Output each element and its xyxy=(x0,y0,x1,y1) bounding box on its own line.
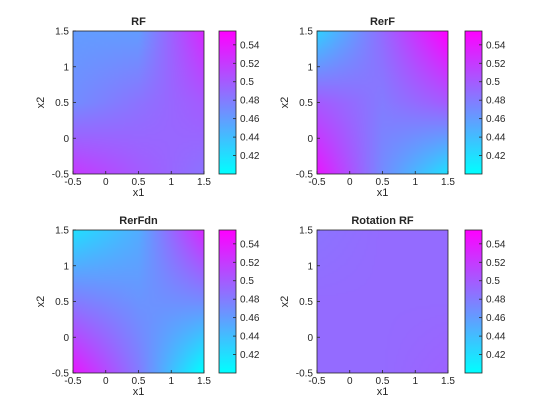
y-axis-label: x2 xyxy=(35,97,47,109)
colorbar xyxy=(465,230,482,373)
colorbar-tick-label: 0.48 xyxy=(486,295,506,306)
y-tick-label: 1 xyxy=(307,62,313,73)
subplot-title: RF xyxy=(131,16,146,28)
colorbar-tick-label: 0.5 xyxy=(240,276,254,287)
colorbar-tick-label: 0.46 xyxy=(240,313,260,324)
heatmap-surface xyxy=(317,230,448,373)
y-axis-label: x2 xyxy=(35,296,47,308)
colorbar-tick-label: 0.48 xyxy=(240,295,260,306)
y-tick-label: 1.5 xyxy=(55,226,69,237)
heatmap-surface xyxy=(73,230,204,373)
y-tick-label: 0 xyxy=(307,333,313,344)
colorbar-tick-label: 0.52 xyxy=(240,59,260,70)
colorbar-tick-label: 0.44 xyxy=(240,133,260,144)
x-axis-label: x1 xyxy=(377,187,389,199)
y-tick-label: 0 xyxy=(307,134,313,145)
y-tick-label: -0.5 xyxy=(52,369,70,380)
colorbar-tick-label: 0.54 xyxy=(486,239,506,250)
y-tick-label: 1.5 xyxy=(299,27,313,38)
colorbar-tick-label: 0.52 xyxy=(486,258,506,269)
colorbar-tick-label: 0.54 xyxy=(486,40,506,51)
x-tick-label: 1.5 xyxy=(441,177,455,188)
y-tick-label: 0.5 xyxy=(55,297,69,308)
colorbar-tick-label: 0.54 xyxy=(240,239,260,250)
colorbar xyxy=(219,31,236,174)
colorbar-tick-label: 0.48 xyxy=(240,96,260,107)
subplot-title: Rotation RF xyxy=(351,215,414,227)
x-tick-label: 1 xyxy=(168,177,174,188)
y-tick-label: 1 xyxy=(63,261,69,272)
colorbar-tick-label: 0.48 xyxy=(486,96,506,107)
colorbar-tick-label: 0.44 xyxy=(486,332,506,343)
colorbar-tick-label: 0.46 xyxy=(240,114,260,125)
x-axis-label: x1 xyxy=(133,386,145,398)
y-tick-label: 1 xyxy=(307,261,313,272)
y-tick-label: 0.5 xyxy=(299,98,313,109)
x-tick-label: 0 xyxy=(103,177,109,188)
y-tick-label: 1.5 xyxy=(299,226,313,237)
y-tick-label: -0.5 xyxy=(52,170,70,181)
x-tick-label: 1 xyxy=(412,177,418,188)
y-tick-label: -0.5 xyxy=(296,170,314,181)
y-tick-label: 0.5 xyxy=(55,98,69,109)
colorbar-tick-label: 0.42 xyxy=(240,151,260,162)
y-tick-label: 0 xyxy=(63,134,69,145)
colorbar-tick-label: 0.5 xyxy=(486,276,500,287)
x-tick-label: 0 xyxy=(347,376,353,387)
y-tick-label: 1.5 xyxy=(55,27,69,38)
y-axis-label: x2 xyxy=(279,296,291,308)
x-axis-label: x1 xyxy=(133,187,145,199)
colorbar-tick-label: 0.46 xyxy=(486,114,506,125)
colorbar-tick-label: 0.54 xyxy=(240,40,260,51)
x-tick-label: 0 xyxy=(103,376,109,387)
y-axis-label: x2 xyxy=(279,97,291,109)
x-tick-label: 0 xyxy=(347,177,353,188)
x-tick-label: 1 xyxy=(168,376,174,387)
heatmap-surface xyxy=(73,31,204,174)
colorbar-tick-label: 0.42 xyxy=(486,151,506,162)
subplot-2: RerF-0.5 0 0.5 1 1.5-0.500.511.5x1x20.420.44… xyxy=(279,16,506,199)
colorbar-tick-label: 0.52 xyxy=(240,258,260,269)
y-tick-label: 1 xyxy=(63,62,69,73)
subplot-title: RerF xyxy=(370,16,395,28)
subplot-3: RerFdn-0.5 0 0.5 1 1.5-0.500.511.5x1x20.420.… xyxy=(35,215,260,398)
colorbar-tick-label: 0.52 xyxy=(486,59,506,70)
colorbar-tick-label: 0.44 xyxy=(240,332,260,343)
colorbar-tick-label: 0.42 xyxy=(240,350,260,361)
subplot-title: RerFdn xyxy=(119,215,158,227)
x-axis-label: x1 xyxy=(377,386,389,398)
colorbar xyxy=(465,31,482,174)
x-tick-label: 1.5 xyxy=(197,177,211,188)
colorbar-tick-label: 0.5 xyxy=(486,77,500,88)
y-tick-label: 0 xyxy=(63,333,69,344)
colorbar-tick-label: 0.46 xyxy=(486,313,506,324)
x-tick-label: 1.5 xyxy=(197,376,211,387)
colorbar xyxy=(219,230,236,373)
y-tick-label: 0.5 xyxy=(299,297,313,308)
x-tick-label: 1.5 xyxy=(441,376,455,387)
colorbar-tick-label: 0.5 xyxy=(240,77,254,88)
subplot-4: Rotation RF-0.5 0 0.5 1 1.5-0.500.511.5x1x20… xyxy=(279,215,506,398)
y-tick-label: -0.5 xyxy=(296,369,314,380)
colorbar-tick-label: 0.42 xyxy=(486,350,506,361)
heatmap-surface xyxy=(317,31,448,174)
colorbar-tick-label: 0.44 xyxy=(486,133,506,144)
x-tick-label: 1 xyxy=(412,376,418,387)
subplot-1: RF-0.5 0 0.5 1 1.5-0.500.511.5x1x20.420.440.… xyxy=(35,16,260,199)
